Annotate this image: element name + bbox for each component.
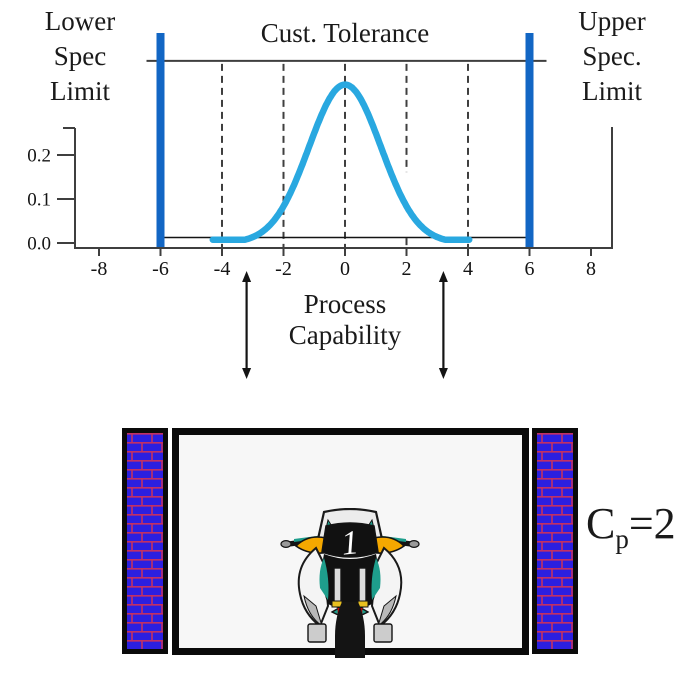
right-wall-bricks <box>537 433 573 649</box>
arrow-head-down-icon <box>438 368 448 379</box>
process-capability-line-1: Process <box>303 289 387 319</box>
arrow-head-up-icon <box>242 271 252 282</box>
x-tick-label: -8 <box>91 258 108 280</box>
process-capability-line-2: Capability <box>288 320 402 350</box>
upper-spec-line-2: Spec. <box>582 41 642 71</box>
process-capability-label: Process Capability <box>265 289 425 351</box>
y-tick-label: 0.2 <box>27 146 51 167</box>
cp-value: =2 <box>628 499 676 548</box>
cp-subscript: p <box>615 523 629 554</box>
x-tick-label: 0 <box>340 258 350 280</box>
left-wall <box>122 428 168 654</box>
upper-spec-limit-label: Upper Spec. Limit <box>557 4 667 109</box>
right-wall <box>532 428 578 654</box>
cust-tolerance-title: Cust. Tolerance <box>260 18 430 48</box>
axes <box>74 127 613 249</box>
upper-spec-line-3: Limit <box>582 76 642 106</box>
x-tick-label: -2 <box>275 258 292 280</box>
y-tick-label: 0.1 <box>27 190 51 211</box>
front-forks <box>331 567 369 608</box>
x-tick-label: -4 <box>214 258 231 280</box>
cp-annotation: Cp=2 <box>586 498 676 552</box>
x-tick-label: -6 <box>152 258 169 280</box>
left-wall-bricks <box>127 433 163 649</box>
nose-cowl <box>321 522 379 558</box>
y-tick-label: 0.0 <box>27 234 51 255</box>
lower-spec-bar <box>156 33 165 248</box>
motorcycle-graphic: 1 <box>280 508 420 658</box>
lower-spec-limit-label: Lower Spec Limit <box>25 4 135 109</box>
front-tire <box>335 602 365 658</box>
arrow-head-up-icon <box>438 271 448 282</box>
upper-spec-bar <box>525 33 534 248</box>
x-tick-label: 8 <box>586 258 596 280</box>
cp-symbol: C <box>586 499 616 548</box>
x-tick-label: 2 <box>402 258 412 280</box>
lower-spec-line-3: Limit <box>50 76 110 106</box>
x-tick-label: 6 <box>525 258 535 280</box>
upper-spec-line-1: Upper <box>578 6 646 36</box>
arrow-head-down-icon <box>242 368 252 379</box>
capability-chart: 0.0 0.1 0.2 -8 -6 -4 -2 0 2 4 6 8 <box>27 33 613 379</box>
lower-spec-line-1: Lower <box>44 6 116 36</box>
race-number: 1 <box>340 524 361 563</box>
density-curve <box>209 81 473 243</box>
x-tick-label: 4 <box>463 258 473 280</box>
lower-spec-line-2: Spec <box>53 41 107 71</box>
